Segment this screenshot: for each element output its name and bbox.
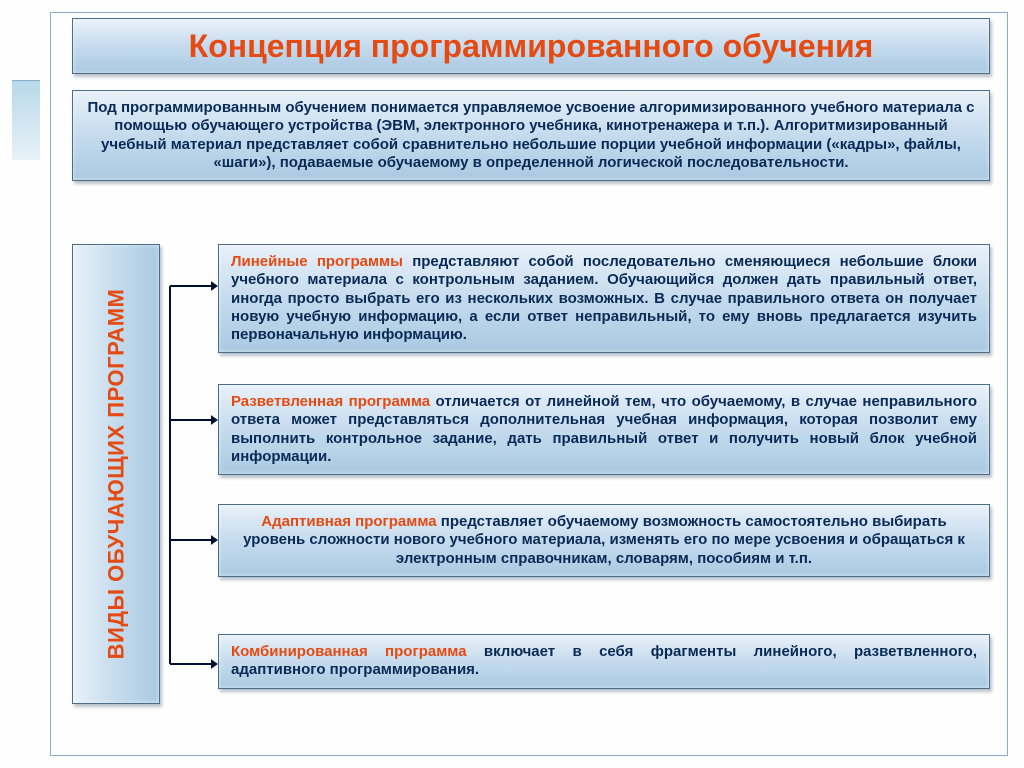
sidebar-label: ВИДЫ ОБУЧАЮЩИХ ПРОГРАММ: [103, 289, 129, 660]
item-lead: Комбинированная программа: [231, 643, 467, 660]
item-panel-1: Линейные программы представляют собой по…: [218, 244, 990, 353]
item-lead: Линейные программы: [231, 253, 403, 270]
item-lead: Разветвленная программа: [231, 393, 430, 410]
intro-panel: Под программированным обучением понимает…: [72, 90, 990, 181]
item-panel-4: Комбинированная программа включает в себ…: [218, 634, 990, 689]
slide-title: Концепция программированного обучения: [189, 28, 874, 65]
accent-stripe: [12, 80, 40, 160]
item-lead: Адаптивная программа: [261, 513, 436, 530]
item-panel-2: Разветвленная программа отличается от ли…: [218, 384, 990, 475]
connector-lines: [160, 244, 218, 704]
sidebar-panel: ВИДЫ ОБУЧАЮЩИХ ПРОГРАММ: [72, 244, 160, 704]
title-panel: Концепция программированного обучения: [72, 18, 990, 74]
intro-text: Под программированным обучением понимает…: [88, 99, 975, 171]
item-panel-3: Адаптивная программа представляет обучае…: [218, 504, 990, 577]
